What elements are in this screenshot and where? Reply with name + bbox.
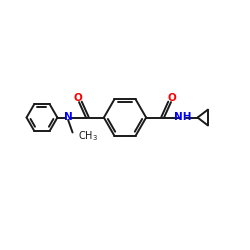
Text: NH: NH <box>174 112 192 122</box>
Text: CH$_3$: CH$_3$ <box>78 129 98 142</box>
Text: N: N <box>64 112 72 122</box>
Text: O: O <box>74 93 82 103</box>
Text: O: O <box>168 93 176 103</box>
